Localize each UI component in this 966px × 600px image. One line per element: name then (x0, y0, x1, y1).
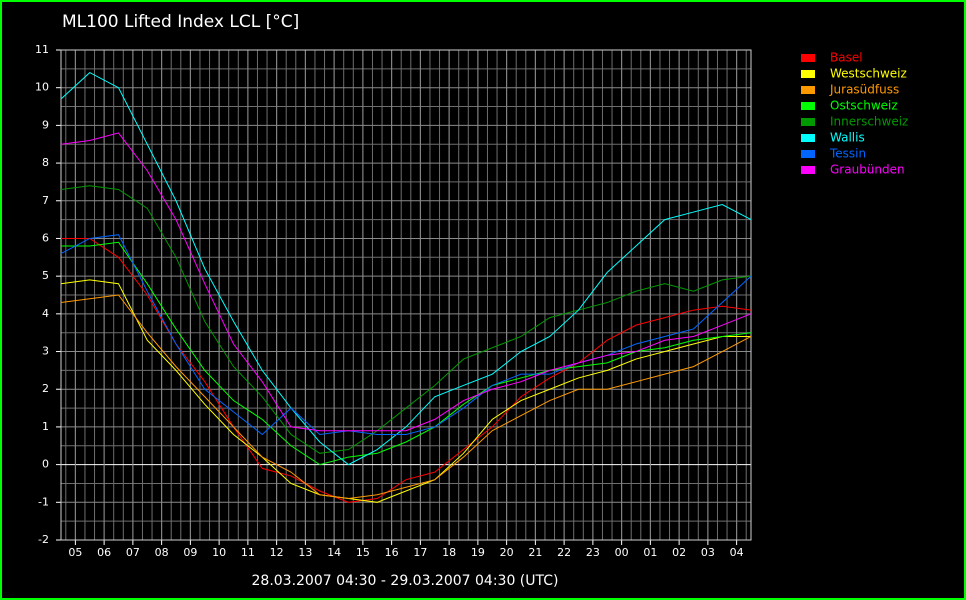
series-line (60, 132, 752, 432)
x-tick-label: 09 (183, 546, 197, 559)
legend-label: Graubünden (830, 163, 905, 177)
y-tick-label: 4 (42, 307, 49, 320)
y-tick-label: 0 (42, 458, 49, 471)
legend-swatch (801, 150, 815, 158)
series-line (60, 234, 752, 436)
x-tick-label: 19 (471, 546, 485, 559)
x-tick-label: 17 (413, 546, 427, 559)
series-line (60, 294, 752, 500)
y-tick-label: 5 (42, 269, 49, 282)
plot-border (60, 49, 752, 541)
x-tick-label: 18 (442, 546, 456, 559)
x-tick-label: 02 (672, 546, 686, 559)
x-tick-label: 04 (730, 546, 744, 559)
x-tick-label: 11 (241, 546, 255, 559)
x-tick-label: 15 (356, 546, 370, 559)
legend-swatch (801, 166, 815, 174)
y-tick-label: 6 (42, 231, 49, 244)
x-tick-label: 00 (615, 546, 629, 559)
legend-label: Westschweiz (830, 67, 907, 81)
legend-swatch (801, 54, 815, 62)
legend-swatch (801, 118, 815, 126)
x-axis-label: 28.03.2007 04:30 - 29.03.2007 04:30 (UTC… (252, 573, 559, 589)
chart-title: ML100 Lifted Index LCL [°C] (62, 12, 299, 32)
x-tick-label: 14 (327, 546, 341, 559)
legend-label: Ostschweiz (830, 99, 898, 113)
legend-swatch (801, 102, 815, 110)
y-tick-label: -2 (38, 533, 49, 546)
x-tick-label: 23 (586, 546, 600, 559)
x-tick-label: 08 (155, 546, 169, 559)
legend-label: Wallis (830, 131, 865, 145)
x-tick-label: 01 (643, 546, 657, 559)
y-tick-label: 7 (42, 194, 49, 207)
x-tick-label: 13 (298, 546, 312, 559)
x-tick-label: 12 (270, 546, 284, 559)
legend-swatch (801, 86, 815, 94)
series-line (60, 72, 752, 466)
x-tick-label: 16 (385, 546, 399, 559)
legend-swatch (801, 134, 815, 142)
x-tick-label: 20 (500, 546, 514, 559)
legend-label: Jurasüdfuss (829, 83, 899, 97)
y-tick-label: 2 (42, 382, 49, 395)
legend-label: Innerschweiz (830, 115, 908, 129)
x-tick-label: 06 (97, 546, 111, 559)
legend-label: Basel (830, 51, 863, 65)
y-tick-label: 8 (42, 156, 49, 169)
series-line (60, 185, 752, 454)
y-tick-label: 11 (35, 43, 49, 56)
x-tick-label: 07 (126, 546, 140, 559)
y-tick-label: 1 (42, 420, 49, 433)
x-tick-label: 05 (68, 546, 82, 559)
y-tick-label: 9 (42, 118, 49, 131)
y-tick-label: 10 (35, 81, 49, 94)
series-line (60, 279, 751, 503)
x-tick-label: 21 (528, 546, 542, 559)
x-tick-label: 22 (557, 546, 571, 559)
y-tick-label: 3 (42, 345, 49, 358)
legend-label: Tessin (829, 147, 866, 161)
x-tick-label: 10 (212, 546, 226, 559)
x-tick-label: 03 (701, 546, 715, 559)
y-tick-label: -1 (38, 495, 49, 508)
legend-swatch (801, 70, 815, 78)
